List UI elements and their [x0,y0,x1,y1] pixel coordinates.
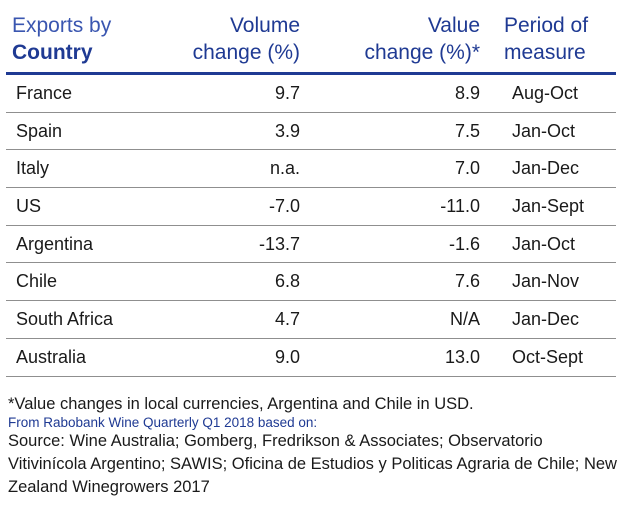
country-cell: US [6,187,158,226]
table-row: Chile 6.8 7.6 Jan-Nov [6,262,616,302]
volume-change-cell: -13.7 [158,225,306,264]
country-cell: Chile [6,262,158,302]
header-country-line1: Exports by [12,14,112,37]
table-row: Argentina -13.7 -1.6 Jan-Oct [6,225,616,264]
value-change-cell: -11.0 [306,187,486,226]
volume-change-cell: 4.7 [158,300,306,339]
table-row: Italy n.a. 7.0 Jan-Dec [6,149,616,189]
country-cell: Australia [6,338,158,377]
value-change-cell: N/A [306,300,486,339]
period-cell: Jan-Dec [486,300,616,339]
header-value-line2: change (%)* [364,41,480,64]
header-period-of-measure: Period of measure [486,8,616,75]
header-value-line1: Value [427,14,480,37]
volume-change-cell: 6.8 [158,262,306,302]
header-country-line2: Country [12,41,93,64]
value-change-cell: 7.6 [306,262,486,302]
header-volume-change: Volume change (%) [158,8,306,75]
table-row: Spain 3.9 7.5 Jan-Oct [6,112,616,151]
period-cell: Oct-Sept [486,338,616,377]
volume-change-cell: -7.0 [158,187,306,226]
value-change-cell: 7.0 [306,149,486,189]
footnotes: *Value changes in local currencies, Arge… [8,394,620,499]
value-change-cell: 8.9 [306,73,486,113]
period-cell: Jan-Dec [486,149,616,189]
header-exports-by-country: Exports by Country [6,8,158,75]
sources-note: Source: Wine Australia; Gomberg, Fredrik… [8,432,617,496]
table-row: US -7.0 -11.0 Jan-Sept [6,187,616,226]
period-cell: Jan-Nov [486,262,616,302]
period-cell: Aug-Oct [486,73,616,113]
header-period-line1: Period of [504,14,589,37]
country-cell: Argentina [6,225,158,264]
table-header: Exports by Country Volume change (%) Val… [6,8,616,75]
period-cell: Jan-Oct [486,225,616,264]
header-volume-line1: Volume [229,14,300,37]
header-volume-line2: change (%) [192,41,300,64]
country-cell: South Africa [6,300,158,339]
table-row: South Africa 4.7 N/A Jan-Dec [6,300,616,339]
country-cell: Italy [6,149,158,189]
period-cell: Jan-Sept [486,187,616,226]
period-cell: Jan-Oct [486,112,616,151]
value-change-cell: 7.5 [306,112,486,151]
header-row: Exports by Country Volume change (%) Val… [6,8,616,75]
country-cell: France [6,73,158,113]
header-value-change: Value change (%)* [306,8,486,75]
header-period-line2: measure [504,41,586,64]
table-row: Australia 9.0 13.0 Oct-Sept [6,338,616,377]
table-body: France 9.7 8.9 Aug-Oct Spain 3.9 7.5 Jan… [6,73,616,377]
value-change-cell: -1.6 [306,225,486,264]
attribution-line: From Rabobank Wine Quarterly Q1 2018 bas… [8,415,318,430]
table-row: France 9.7 8.9 Aug-Oct [6,73,616,113]
volume-change-cell: 3.9 [158,112,306,151]
currency-footnote: *Value changes in local currencies, Arge… [8,395,474,413]
volume-change-cell: 9.7 [158,73,306,113]
volume-change-cell: 9.0 [158,338,306,377]
volume-change-cell: n.a. [158,149,306,189]
country-cell: Spain [6,112,158,151]
wine-exports-table: Exports by Country Volume change (%) Val… [6,8,616,377]
value-change-cell: 13.0 [306,338,486,377]
